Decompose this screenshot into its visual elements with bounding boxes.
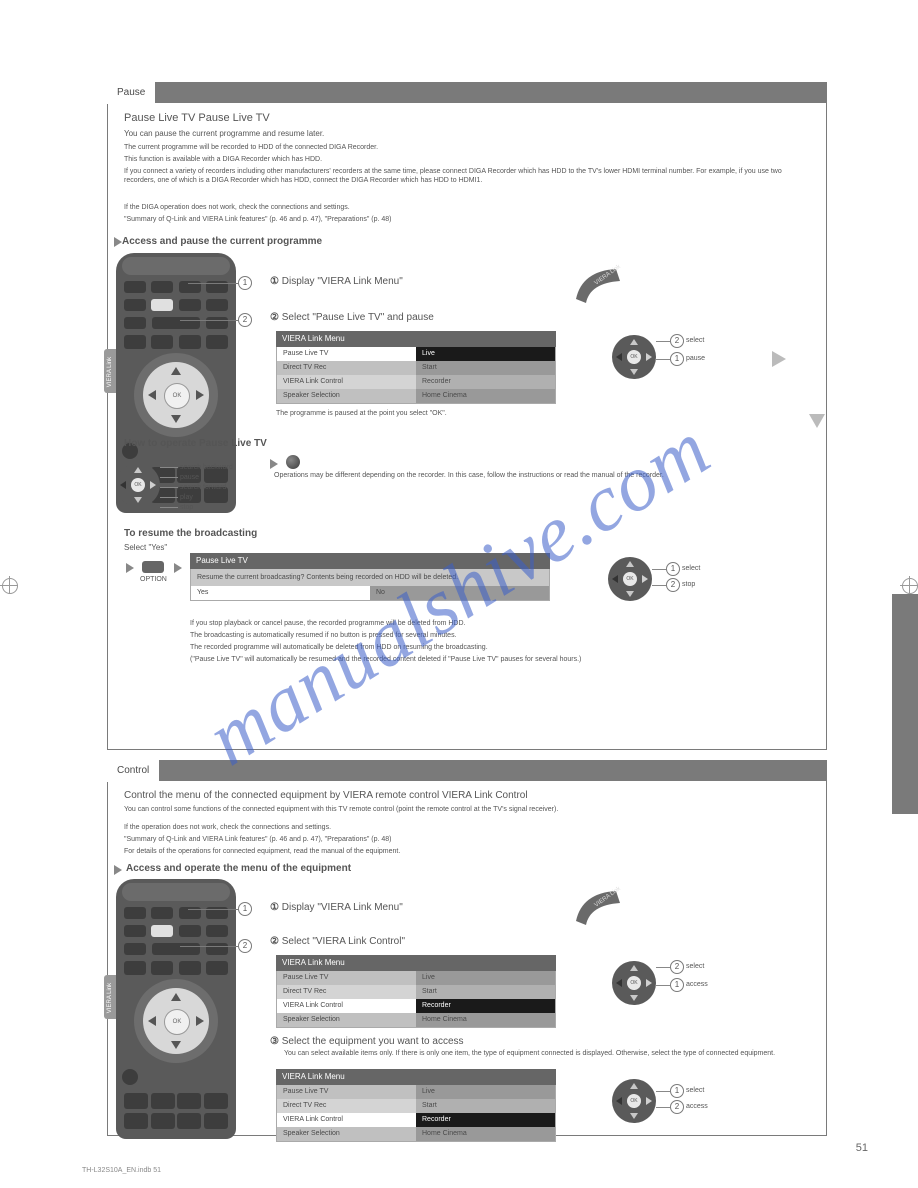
resume-heading: To resume the broadcasting	[124, 527, 257, 541]
nav-dpad-1[interactable]: OK	[612, 335, 656, 379]
remote-dpad: OK	[134, 353, 218, 437]
viera-link-menu-2: VIERA Link Menu Pause Live TVLive Direct…	[276, 955, 556, 1028]
operate-dpad[interactable]: OK	[116, 463, 160, 507]
clabel-1: 1	[238, 902, 252, 916]
crop-mark-right	[900, 576, 918, 594]
vieralink-tab: VIERA Link	[104, 349, 116, 393]
remote-ok-button-2[interactable]: OK	[164, 1009, 190, 1035]
dpad1-label-2: 2	[670, 334, 684, 348]
side-tab	[892, 594, 918, 814]
viera-link-menu-3: VIERA Link Menu Pause Live TVLive Direct…	[276, 1069, 556, 1142]
panel-control: Control Control the menu of the connecte…	[107, 760, 827, 1136]
step1-arrow-icon	[114, 237, 122, 247]
panel-pause-tab: Pause	[107, 82, 155, 104]
remote-ok-button[interactable]: OK	[164, 383, 190, 409]
vieralink-tab-2: VIERA Link	[104, 975, 116, 1019]
pause-note-4: "Summary of Q-Link and VIERA Link featur…	[124, 215, 812, 224]
clabel-2: 2	[238, 939, 252, 953]
pause-note-0: The current programme will be recorded t…	[124, 143, 812, 152]
label-2: 2	[238, 313, 252, 327]
menu3-header: VIERA Link Menu	[276, 1069, 556, 1085]
menu2-header: VIERA Link Menu	[276, 955, 556, 971]
resume-arrow-2	[174, 563, 182, 573]
resume-menu-header: Pause Live TV	[190, 553, 550, 569]
resume-arrow-1	[126, 563, 134, 573]
flow-arrow-1	[772, 351, 786, 367]
crop-mark-left	[0, 576, 18, 594]
operate-note: Operations may be different depending on…	[274, 471, 794, 480]
step1-text: ① Display "VIERA Link Menu"	[270, 275, 403, 289]
option-button-icon[interactable]	[142, 561, 164, 573]
vieralink-button-icon-2[interactable]: VIERA Link	[568, 883, 628, 931]
control-title: Control the menu of the connected equipm…	[124, 789, 528, 803]
dpad1-label-1: 1	[670, 352, 684, 366]
operate-arrow	[270, 459, 278, 469]
panel-control-header: Control	[108, 761, 826, 781]
panel-pause: Pause Pause Live TV Pause Live TV You ca…	[107, 82, 827, 750]
flow-arrow-2	[809, 414, 825, 428]
control-heading-arrow	[114, 865, 122, 875]
resume-dpad[interactable]: OK	[608, 557, 652, 601]
stop-button-icon	[286, 455, 300, 469]
resume-menu: Pause Live TV Resume the current broadca…	[190, 553, 550, 601]
panel-control-tab: Control	[107, 760, 159, 782]
viera-link-menu-1: VIERA Link Menu Pause Live TVLive Direct…	[276, 331, 556, 404]
page-number: 51	[856, 1142, 868, 1154]
menu1-header: VIERA Link Menu	[276, 331, 556, 347]
step2-text: ② Select "Pause Live TV" and pause	[270, 311, 434, 325]
vieralink-button-icon[interactable]: VIERA Link	[568, 261, 628, 309]
pause-subtitle: You can pause the current programme and …	[124, 129, 804, 140]
nav-dpad-2[interactable]: OK	[612, 961, 656, 1005]
panel-pause-header: Pause	[108, 83, 826, 103]
step1-heading: Access and pause the current programme	[122, 235, 322, 249]
remote-control-2: VIERA Link OK	[116, 879, 236, 1139]
pause-note-below: The programme is paused at the point you…	[276, 409, 636, 418]
operate-heading: How to operate Pause Live TV	[124, 437, 267, 451]
pause-title: Pause Live TV Pause Live TV	[124, 111, 270, 126]
clabel-line-2	[180, 946, 238, 947]
pause-note-1: This function is available with a DIGA R…	[124, 155, 812, 164]
clabel-line-1	[188, 909, 238, 910]
label-1: 1	[238, 276, 252, 290]
label-line-2	[180, 320, 238, 321]
label-line-1	[188, 283, 238, 284]
resume-sub: Select "Yes"	[124, 543, 167, 554]
pause-note-2: If you connect a variety of recorders in…	[124, 167, 812, 186]
remote-dpad-2: OK	[134, 979, 218, 1063]
pause-note-3: If the DIGA operation does not work, che…	[124, 203, 812, 212]
footer-note: TH-L32S10A_EN.indb 51	[82, 1167, 161, 1174]
nav-dpad-3[interactable]: OK	[612, 1079, 656, 1123]
